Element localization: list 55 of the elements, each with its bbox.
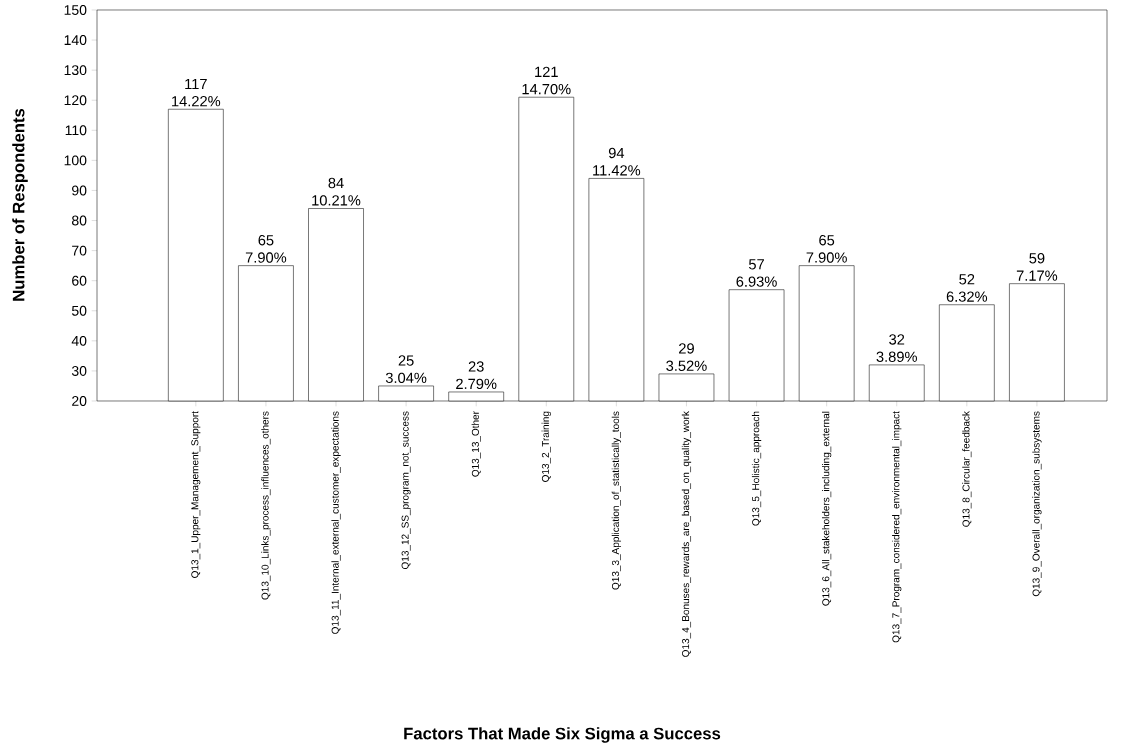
x-tick-label: Q13_13_Other — [471, 411, 481, 477]
data-label: 65 — [819, 235, 835, 246]
x-tick-label: Q13_7_Program_considered_environmental_impact — [892, 411, 902, 643]
annotation: 3.52% — [666, 360, 707, 371]
x-tick-label: Q13_6_All_stakeholders_including_external — [822, 411, 832, 606]
annotation: 7.90% — [806, 252, 847, 263]
x-tick-label: Q13_12_SS_program_not_success — [401, 411, 411, 569]
y-tick-label: 140 — [64, 35, 87, 46]
data-label: 65 — [258, 235, 274, 246]
y-tick-label: 120 — [64, 95, 87, 106]
data-label: 25 — [398, 355, 414, 366]
annotation: 7.17% — [1016, 270, 1058, 281]
data-label: 52 — [959, 274, 975, 285]
data-label: 29 — [679, 343, 694, 354]
data-label: 57 — [748, 259, 764, 270]
x-tick-label: Q13_2_Training — [541, 411, 551, 482]
y-axis-title: Number of Respondents — [12, 108, 28, 301]
annotation: 6.93% — [736, 276, 777, 287]
y-tick-label: 130 — [64, 65, 87, 76]
y-tick-label: 90 — [72, 185, 87, 196]
x-tick-label: Q13_3_Application_of_statistically_tools — [611, 411, 622, 590]
y-tick-label: 100 — [64, 155, 87, 166]
y-tick-label: 40 — [71, 335, 87, 346]
data-label: 94 — [608, 147, 625, 159]
y-tick-label: 30 — [71, 365, 87, 376]
annotation: 10.21% — [312, 195, 361, 206]
annotation: 3.89% — [876, 351, 917, 362]
x-tick-label: Q13_1_Upper_Management_Support — [191, 411, 201, 578]
annotation: 11.42% — [593, 165, 641, 176]
x-tick-label: Q13_10_Links_process_influences_others — [261, 411, 271, 600]
x-tick-label: Q13_5_Holistic_approach — [751, 411, 762, 526]
annotation: 7.90% — [245, 252, 287, 263]
annotation: 14.70% — [522, 83, 571, 95]
data-label: 84 — [328, 177, 344, 189]
x-tick-label: Q13_8_Circular_feedback — [962, 411, 972, 527]
y-tick-label: 70 — [72, 245, 87, 256]
annotation: 14.22% — [172, 96, 221, 107]
x-axis-title: Factors That Made Six Sigma a Success — [404, 727, 721, 743]
data-label: 121 — [535, 66, 558, 77]
y-tick-label: 20 — [72, 396, 87, 406]
y-tick-label: 60 — [72, 275, 87, 286]
data-label: 117 — [185, 78, 207, 89]
data-label: 23 — [468, 361, 484, 372]
x-tick-label: Q13_11_Internal_external_customer_expectations — [331, 411, 341, 634]
data-label: 59 — [1029, 253, 1045, 264]
annotation: 6.32% — [946, 291, 988, 302]
data-label: 32 — [889, 334, 905, 345]
x-tick-label: Q13_4_Bonuses_rewards_are_based_on_quality_work — [681, 411, 692, 657]
y-tick-label: 80 — [72, 215, 87, 226]
y-tick-label: 50 — [71, 305, 87, 316]
y-tick-label: 110 — [65, 125, 87, 136]
y-tick-label: 150 — [64, 5, 87, 15]
annotation: 2.79% — [456, 378, 497, 390]
annotation: 3.04% — [385, 372, 427, 384]
x-tick-label: Q13_9_Overall_organization_subsystems — [1032, 411, 1042, 597]
